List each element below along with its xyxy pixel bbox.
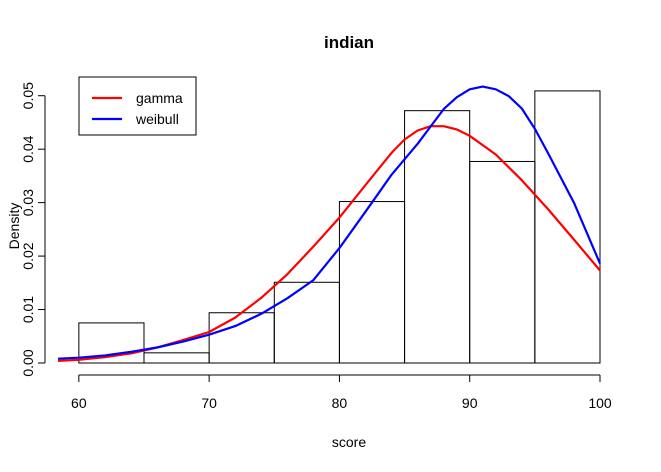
chart-title: indian — [324, 33, 374, 52]
density-curves — [57, 85, 602, 362]
legend-label-gamma: gamma — [136, 90, 183, 106]
y-axis-label: Density — [6, 203, 22, 250]
x-tick-label-90: 90 — [462, 395, 478, 411]
weibull-curve — [57, 85, 602, 360]
histogram-bar-8 — [534, 90, 601, 364]
legend-label-weibull: weibull — [135, 111, 179, 127]
x-axis-label: score — [332, 434, 366, 450]
legend-box — [78, 76, 197, 136]
histogram-bar-7 — [469, 160, 536, 364]
histogram-bar-1 — [78, 322, 145, 364]
x-tick-label-60: 60 — [71, 395, 87, 411]
y-tick-label-2: 0.02 — [20, 242, 36, 269]
y-tick-label-4: 0.04 — [20, 135, 36, 162]
y-axis: 0.00 0.01 0.02 0.03 0.04 0.05 — [20, 82, 46, 377]
y-tick-label-0: 0.00 — [20, 349, 36, 376]
x-tick-label-100: 100 — [588, 395, 612, 411]
x-axis: 60 70 80 90 100 — [71, 374, 612, 411]
y-tick-label-1: 0.01 — [20, 296, 36, 323]
x-tick-label-70: 70 — [201, 395, 217, 411]
y-tick-label-3: 0.03 — [20, 189, 36, 216]
histogram-bar-5 — [338, 201, 406, 364]
y-tick-label-5: 0.05 — [20, 82, 36, 109]
legend: gamma weibull — [78, 76, 197, 136]
histogram-bar-3 — [208, 312, 275, 364]
histogram-bar-2 — [143, 352, 210, 364]
histogram-bar-4 — [273, 281, 340, 364]
x-tick-label-80: 80 — [332, 395, 348, 411]
